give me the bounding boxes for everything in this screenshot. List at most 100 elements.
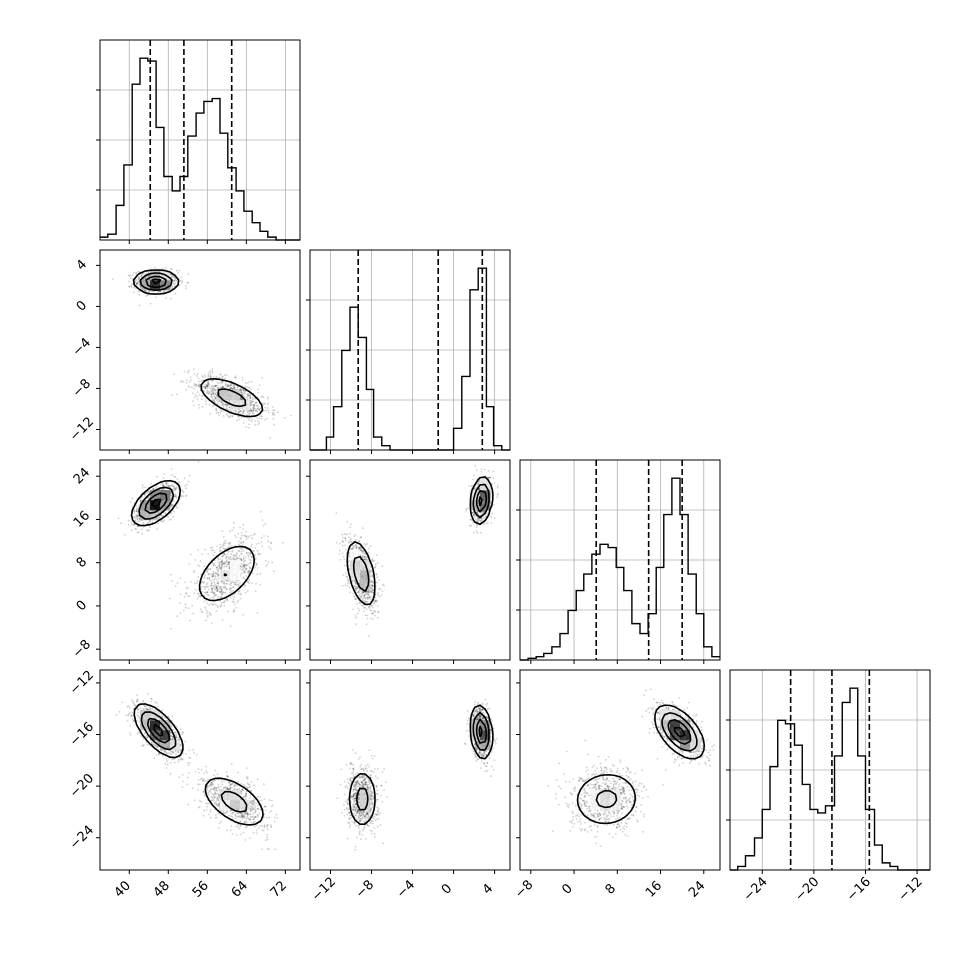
scatter-point bbox=[203, 778, 205, 781]
scatter-point bbox=[212, 603, 215, 606]
scatter-point bbox=[255, 543, 258, 545]
scatter-point bbox=[175, 486, 178, 489]
scatter-point bbox=[226, 775, 229, 778]
scatter-point bbox=[256, 549, 259, 552]
scatter-point bbox=[274, 848, 277, 851]
scatter-point bbox=[265, 816, 268, 819]
scatter-point bbox=[254, 815, 257, 818]
scatter-point bbox=[235, 557, 238, 560]
scatter-point bbox=[139, 707, 142, 710]
scatter-point bbox=[149, 707, 152, 710]
scatter-point bbox=[250, 399, 253, 402]
scatter-point bbox=[219, 590, 221, 593]
scatter-point bbox=[134, 520, 137, 522]
scatter-point bbox=[228, 785, 231, 787]
scatter-point bbox=[238, 827, 241, 830]
scatter-point bbox=[211, 783, 213, 786]
scatter-point bbox=[250, 401, 253, 404]
scatter-point bbox=[237, 590, 240, 593]
scatter-point bbox=[135, 510, 138, 513]
scatter-point bbox=[229, 784, 232, 787]
scatter-point bbox=[232, 581, 235, 584]
scatter-point bbox=[145, 295, 147, 297]
scatter-point bbox=[147, 294, 149, 296]
scatter-point bbox=[182, 752, 184, 755]
scatter-point bbox=[228, 788, 231, 791]
scatter-point bbox=[219, 550, 222, 553]
scatter-point bbox=[268, 816, 271, 819]
scatter-point bbox=[214, 389, 217, 392]
scatter-point bbox=[232, 521, 235, 524]
scatter-point bbox=[173, 758, 176, 760]
contour-line bbox=[132, 269, 264, 418]
scatter-point bbox=[277, 411, 279, 414]
scatter-point bbox=[216, 590, 219, 593]
scatter-point bbox=[247, 571, 250, 573]
scatter-point bbox=[213, 803, 216, 805]
scatter-point bbox=[220, 564, 223, 567]
scatter-point bbox=[132, 523, 135, 525]
scatter-point bbox=[214, 397, 216, 400]
scatter-point bbox=[137, 711, 140, 714]
scatter-point bbox=[198, 799, 201, 802]
scatter-point bbox=[252, 808, 254, 811]
scatter-point bbox=[218, 822, 221, 825]
scatter-point bbox=[161, 267, 164, 270]
scatter-point bbox=[223, 581, 226, 583]
scatter-point bbox=[180, 496, 183, 498]
scatter-point bbox=[220, 386, 223, 389]
scatter-point bbox=[233, 610, 236, 613]
scatter-point bbox=[225, 413, 228, 416]
scatter-point bbox=[205, 599, 207, 602]
scatter-point bbox=[241, 818, 244, 820]
scatter-point bbox=[247, 392, 250, 395]
scatter-point bbox=[184, 740, 187, 743]
scatter-point bbox=[182, 780, 184, 783]
scatter-point bbox=[189, 619, 191, 622]
scatter-point bbox=[220, 596, 223, 598]
scatter-point bbox=[210, 816, 212, 819]
scatter-point bbox=[245, 535, 248, 538]
scatter-point bbox=[217, 582, 220, 585]
scatter-point bbox=[209, 374, 212, 377]
scatter-point bbox=[207, 381, 210, 384]
scatter-point bbox=[248, 394, 251, 397]
scatter-point bbox=[217, 577, 220, 580]
scatter-point bbox=[253, 817, 256, 819]
scatter-point bbox=[207, 384, 210, 386]
scatter-point bbox=[254, 532, 256, 535]
scatter-point bbox=[152, 744, 155, 746]
scatter-point bbox=[269, 824, 272, 826]
scatter-point bbox=[196, 398, 199, 401]
contour-line bbox=[144, 492, 168, 514]
scatter-point bbox=[241, 788, 243, 791]
scatter-point bbox=[196, 592, 199, 595]
scatter-point bbox=[230, 786, 233, 789]
scatter-point bbox=[174, 493, 177, 495]
scatter-point bbox=[158, 742, 161, 745]
scatter-point bbox=[215, 586, 218, 588]
scatter-point bbox=[140, 735, 143, 738]
scatter-point bbox=[217, 570, 220, 573]
scatter-point bbox=[248, 569, 251, 572]
scatter-point bbox=[144, 706, 146, 708]
scatter-point bbox=[166, 485, 168, 487]
scatter-point bbox=[215, 567, 218, 569]
scatter-point bbox=[250, 410, 253, 412]
scatter-point bbox=[213, 563, 215, 566]
scatter-point bbox=[175, 505, 178, 507]
scatter-point bbox=[216, 587, 218, 589]
scatter-point bbox=[243, 571, 246, 574]
scatter-point bbox=[254, 810, 257, 813]
scatter-point bbox=[218, 567, 221, 570]
scatter-point bbox=[181, 786, 184, 789]
scatter-point bbox=[231, 816, 234, 818]
panel-frame bbox=[309, 249, 511, 451]
scatter-point bbox=[230, 387, 233, 389]
scatter-point bbox=[215, 399, 218, 401]
scatter-point bbox=[133, 516, 136, 518]
scatter-point bbox=[206, 602, 209, 605]
scatter-point bbox=[250, 781, 253, 783]
scatter-point bbox=[212, 579, 215, 581]
scatter-point bbox=[170, 725, 173, 728]
